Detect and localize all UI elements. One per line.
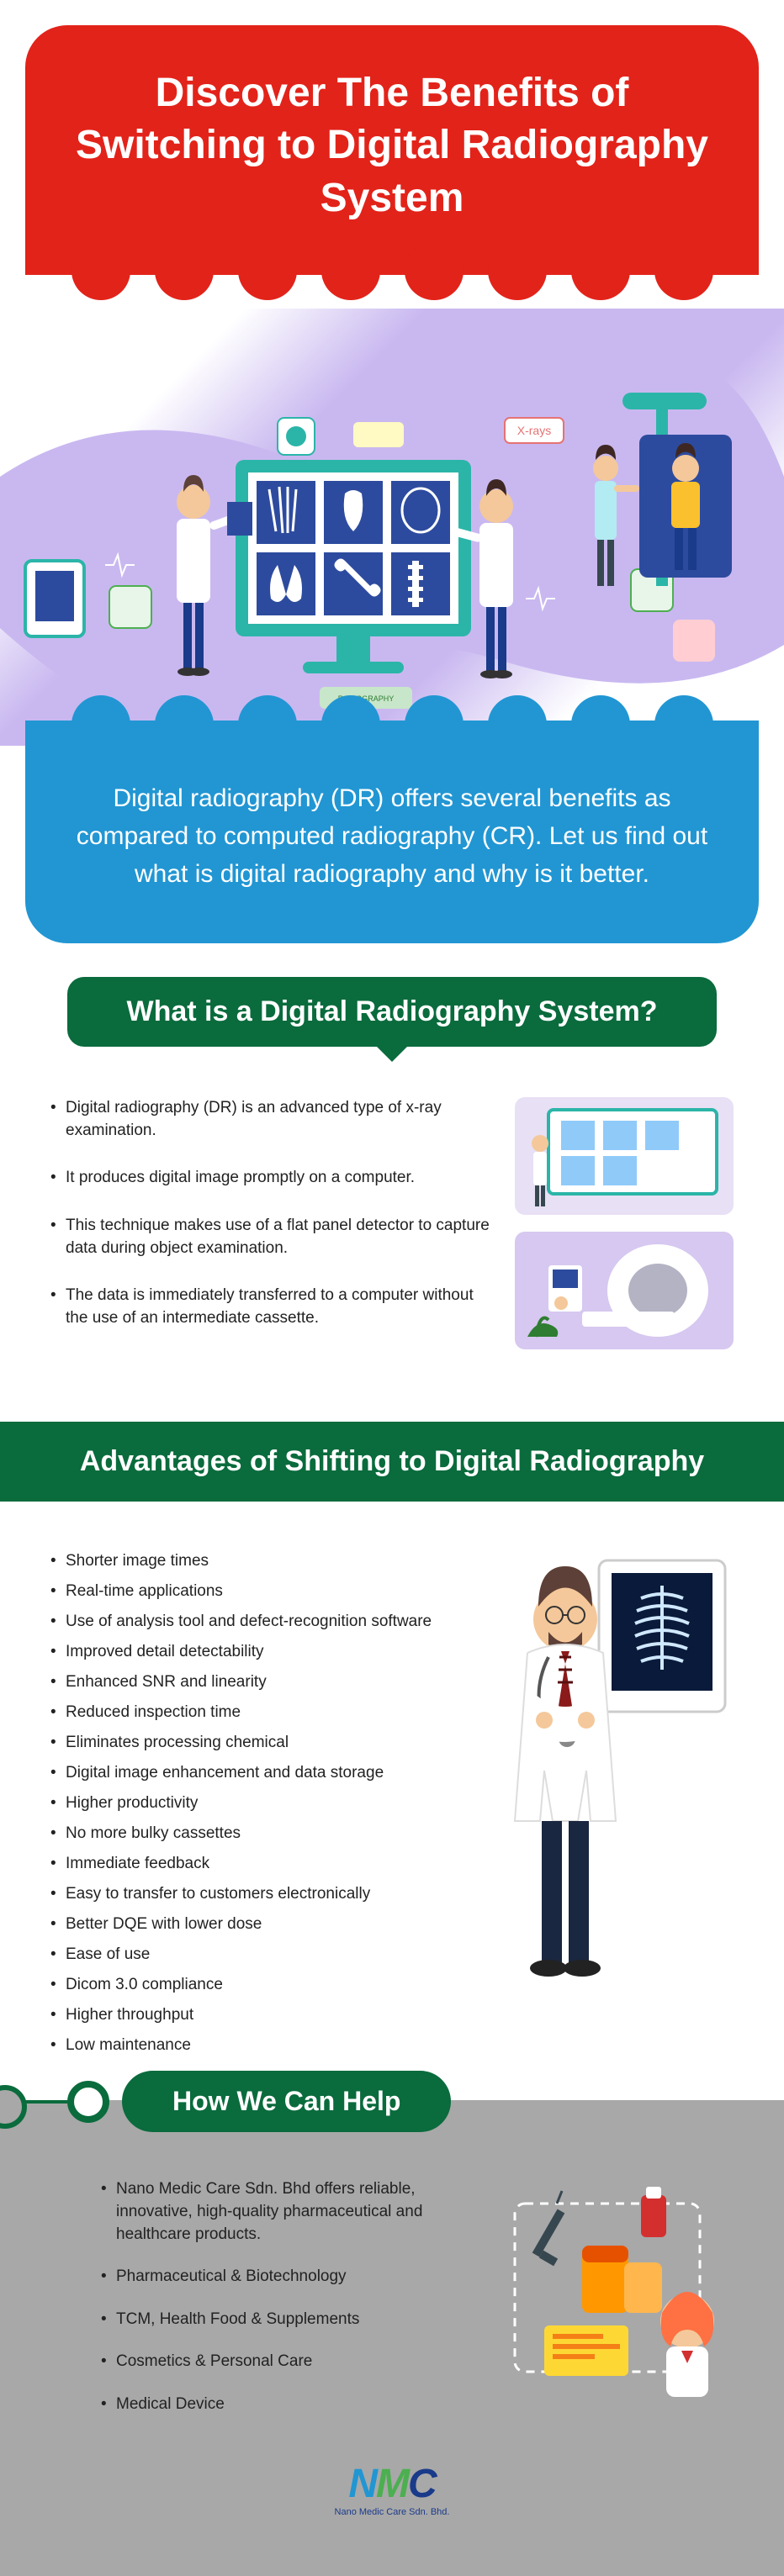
page-container: Discover The Benefits of Switching to Di…	[0, 25, 784, 2576]
help-line-decoration	[0, 2100, 67, 2104]
advantage-item: Real-time applications	[50, 1582, 439, 1601]
ct-scan-illustration	[515, 1232, 734, 1349]
footer-logo: NMC Nano Medic Care Sdn. Bhd.	[0, 2452, 784, 2542]
advantage-item: Eliminates processing chemical	[50, 1734, 439, 1752]
advantage-item: Better DQE with lower dose	[50, 1915, 439, 1934]
header-scallops	[25, 241, 759, 300]
what-is-list: Digital radiography (DR) is an advanced …	[50, 1097, 490, 1354]
help-item: TCM, Health Food & Supplements	[101, 2309, 481, 2331]
what-is-body: Digital radiography (DR) is an advanced …	[0, 1047, 784, 1388]
advantage-item: Use of analysis tool and defect-recognit…	[50, 1613, 439, 1631]
help-title: How We Can Help	[122, 2071, 451, 2132]
advantage-item: Reduced inspection time	[50, 1703, 439, 1722]
logo-subtitle: Nano Medic Care Sdn. Bhd.	[0, 2507, 784, 2517]
target-icon	[67, 2081, 109, 2123]
help-list: Nano Medic Care Sdn. Bhd offers reliable…	[101, 2178, 481, 2436]
logo-text: NMC	[348, 2462, 435, 2506]
advantage-item: Enhanced SNR and linearity	[50, 1673, 439, 1692]
header-banner: Discover The Benefits of Switching to Di…	[25, 25, 759, 275]
help-item: Cosmetics & Personal Care	[101, 2351, 481, 2373]
help-item: Medical Device	[101, 2394, 481, 2416]
hero-scene-svg: X-rays RADIOGRAPHY	[0, 309, 784, 746]
advantage-item: Ease of use	[50, 1945, 439, 1964]
help-item: Nano Medic Care Sdn. Bhd offers reliable…	[101, 2178, 481, 2246]
advantage-item: Low maintenance	[50, 2036, 439, 2055]
advantage-item: Digital image enhancement and data stora…	[50, 1764, 439, 1782]
advantage-item: Shorter image times	[50, 1552, 439, 1570]
what-is-item: Digital radiography (DR) is an advanced …	[50, 1097, 490, 1142]
intro-text: Digital radiography (DR) offers several …	[76, 779, 708, 893]
xrays-badge-text: X-rays	[517, 424, 551, 437]
header-title: Discover The Benefits of Switching to Di…	[59, 67, 725, 224]
help-item: Pharmaceutical & Biotechnology	[101, 2266, 481, 2288]
help-illustration	[498, 2178, 734, 2436]
what-is-item: This technique makes use of a flat panel…	[50, 1215, 490, 1259]
advantage-item: Dicom 3.0 compliance	[50, 1976, 439, 1994]
what-is-illustrations	[515, 1097, 734, 1354]
what-is-title: What is a Digital Radiography System?	[67, 977, 717, 1047]
hero-illustration: X-rays RADIOGRAPHY	[0, 309, 784, 746]
advantage-item: Easy to transfer to customers electronic…	[50, 1885, 439, 1903]
help-section: How We Can Help Nano Medic Care Sdn. Bhd…	[0, 2100, 784, 2576]
help-body: Nano Medic Care Sdn. Bhd offers reliable…	[0, 2162, 784, 2452]
advantages-list: Shorter image times Real-time applicatio…	[50, 1552, 439, 2067]
advantages-title: Advantages of Shifting to Digital Radiog…	[0, 1422, 784, 1502]
advantage-item: Higher throughput	[50, 2006, 439, 2024]
intro-panel: Digital radiography (DR) offers several …	[25, 721, 759, 943]
advantage-item: Higher productivity	[50, 1794, 439, 1813]
advantage-item: No more bulky cassettes	[50, 1824, 439, 1843]
doctor-illustration	[464, 1552, 734, 2067]
advantage-item: Improved detail detectability	[50, 1643, 439, 1661]
advantages-body: Shorter image times Real-time applicatio…	[0, 1502, 784, 2100]
advantage-item: Immediate feedback	[50, 1855, 439, 1873]
help-header: How We Can Help	[0, 2071, 784, 2132]
what-is-item: It produces digital image promptly on a …	[50, 1167, 490, 1190]
what-is-item: The data is immediately transferred to a…	[50, 1285, 490, 1329]
xray-board-illustration	[515, 1097, 734, 1215]
intro-scallops	[25, 695, 759, 754]
